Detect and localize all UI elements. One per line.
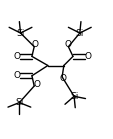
Text: Si: Si [15,98,23,107]
Text: O: O [84,52,91,61]
Text: O: O [64,40,71,49]
Text: Si: Si [69,92,78,101]
Text: O: O [13,52,20,61]
Text: Si: Si [75,28,83,38]
Text: Si: Si [16,28,25,38]
Text: O: O [31,40,38,49]
Text: O: O [59,74,66,83]
Text: O: O [33,80,40,89]
Text: O: O [13,71,20,80]
